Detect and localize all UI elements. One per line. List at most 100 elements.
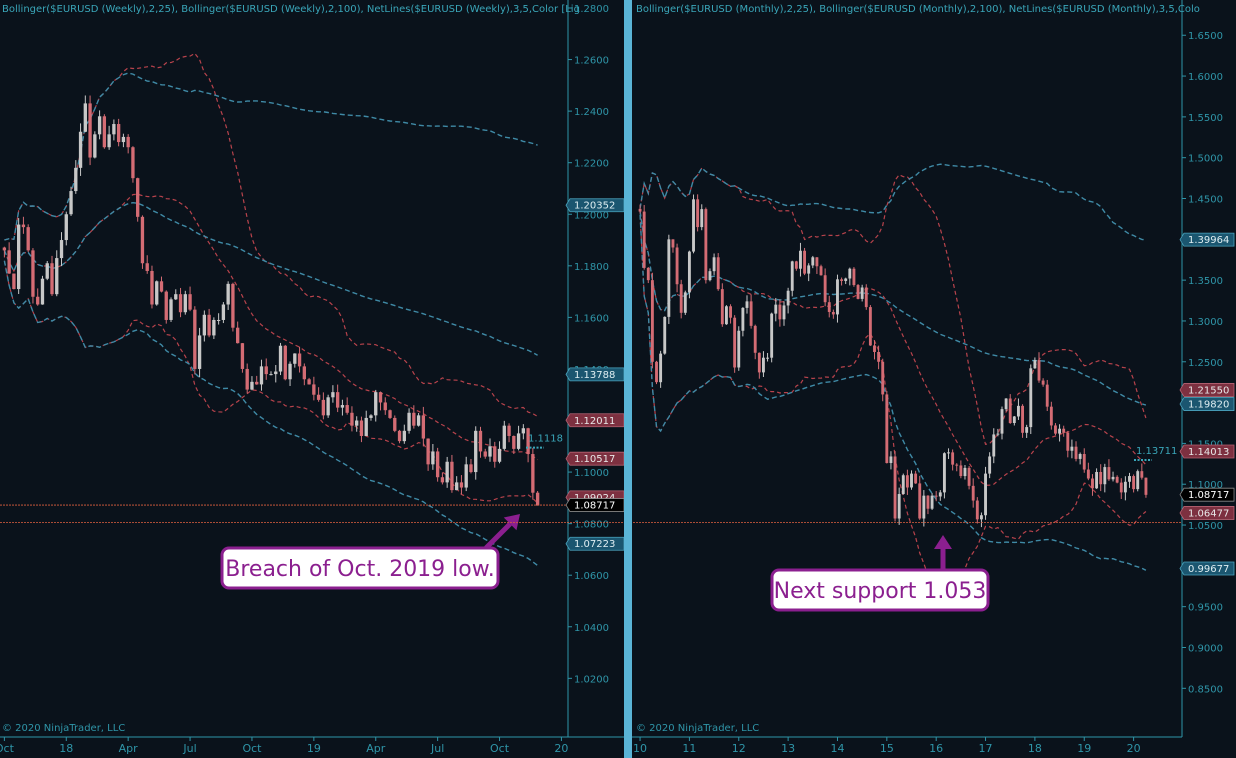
candle-body xyxy=(307,379,311,385)
bollinger-25-middle xyxy=(639,211,1147,486)
candle-body xyxy=(696,199,700,228)
x-tick-label: 17 xyxy=(979,742,993,755)
price-tag: 0.99677 xyxy=(1179,561,1235,576)
candle-body xyxy=(1029,368,1033,428)
candle-body xyxy=(663,316,667,354)
candle-body xyxy=(807,265,811,274)
y-tick-label: 1.0400 xyxy=(574,623,609,634)
bollinger-25-middle xyxy=(3,193,538,461)
price-tag-label: 1.39964 xyxy=(1188,235,1229,246)
candle-body xyxy=(440,477,445,483)
candle-body xyxy=(988,456,992,474)
candle-body xyxy=(278,345,283,372)
candle-body xyxy=(312,384,316,395)
y-tick-label: 1.2200 xyxy=(574,159,609,170)
netline-label: 1.13711 xyxy=(1136,446,1177,457)
candle-body xyxy=(716,257,720,290)
price-tag: 1.06477 xyxy=(1179,506,1235,520)
candle-body xyxy=(1086,469,1090,479)
candle-body xyxy=(893,456,897,519)
price-tag-label: 1.20352 xyxy=(574,201,615,212)
candle-body xyxy=(469,464,473,473)
bollinger-100-lower xyxy=(639,214,1147,571)
x-tick-label: 14 xyxy=(830,742,844,755)
candle-body xyxy=(741,307,745,331)
candle-body xyxy=(535,492,540,506)
y-tick-label: 1.2800 xyxy=(574,4,609,15)
candle-body xyxy=(316,394,321,400)
candle-body xyxy=(1123,481,1127,493)
candle-body xyxy=(992,434,996,457)
x-tick-label: Oct xyxy=(242,742,262,755)
candle-body xyxy=(959,465,963,477)
y-tick-label: 1.5500 xyxy=(1188,113,1223,124)
candle-body xyxy=(212,319,216,336)
candle-body xyxy=(221,304,226,320)
copyright-text: © 2020 NinjaTrader, LLC xyxy=(2,723,125,734)
annotation-arrow-shaft xyxy=(484,522,512,550)
chart-title: Bollinger($EURUSD (Monthly),2,25), Bolli… xyxy=(636,4,1200,15)
price-tag-box xyxy=(1179,487,1235,502)
candle-body xyxy=(78,131,83,168)
x-tick-label: 20 xyxy=(554,742,568,755)
x-tick-label: 16 xyxy=(929,742,943,755)
candle-body xyxy=(868,307,872,346)
candle-body xyxy=(712,257,716,272)
candle-body xyxy=(762,357,765,373)
candle-body xyxy=(638,208,642,212)
candle-body xyxy=(207,314,211,336)
candle-body xyxy=(1111,476,1115,480)
candle-body xyxy=(188,294,192,310)
candle-body xyxy=(1041,380,1045,385)
candle-body xyxy=(435,451,440,478)
x-tick-label: 18 xyxy=(59,742,73,755)
candle-body xyxy=(947,452,950,454)
y-tick-label: 1.1000 xyxy=(1188,480,1223,491)
candle-body xyxy=(97,116,102,135)
candle-body xyxy=(708,271,712,281)
candle-body xyxy=(942,453,946,493)
price-tag-box xyxy=(1179,561,1235,576)
x-tick-label: 12 xyxy=(732,742,746,755)
candle-body xyxy=(749,301,753,326)
candle-body xyxy=(45,263,49,279)
candle-body xyxy=(951,452,955,465)
candle-body xyxy=(910,473,913,488)
candle-body xyxy=(240,343,245,369)
candle-body xyxy=(93,134,97,158)
candle-body xyxy=(889,456,893,463)
candle-body xyxy=(7,250,11,274)
candle-body xyxy=(724,306,728,325)
candle-body xyxy=(374,392,378,416)
candle-body xyxy=(1099,471,1103,485)
candle-body xyxy=(790,261,794,291)
chart-title: Bollinger($EURUSD (Weekly),2,25), Bollin… xyxy=(2,4,580,15)
candle-body xyxy=(250,381,254,390)
price-tag-label: 1.08717 xyxy=(1188,490,1229,501)
candle-body xyxy=(502,425,506,449)
candle-body xyxy=(355,420,359,426)
candle-body xyxy=(174,294,178,300)
x-tick-label: Oct xyxy=(0,742,15,755)
candle-body xyxy=(488,446,492,457)
x-tick-label: 20 xyxy=(1127,742,1141,755)
x-tick-label: Apr xyxy=(366,742,386,755)
candle-body xyxy=(745,301,749,308)
candle-body xyxy=(421,415,426,439)
candle-body xyxy=(971,485,975,501)
y-tick-label: 1.1000 xyxy=(574,468,609,479)
candle-body xyxy=(753,325,757,353)
candle-body xyxy=(885,394,889,463)
candle-body xyxy=(507,425,511,436)
price-tag: 1.39964 xyxy=(1179,232,1235,247)
candle-body xyxy=(823,275,827,303)
candle-body xyxy=(74,167,78,192)
candle-body xyxy=(264,366,268,375)
panel-divider xyxy=(624,0,632,758)
price-tag: 1.10517 xyxy=(565,451,625,466)
y-tick-label: 1.2600 xyxy=(574,56,609,67)
candle-body xyxy=(667,239,671,317)
price-tag-box xyxy=(1179,506,1235,520)
candle-body xyxy=(1115,476,1119,483)
y-tick-label: 0.9500 xyxy=(1188,603,1223,614)
